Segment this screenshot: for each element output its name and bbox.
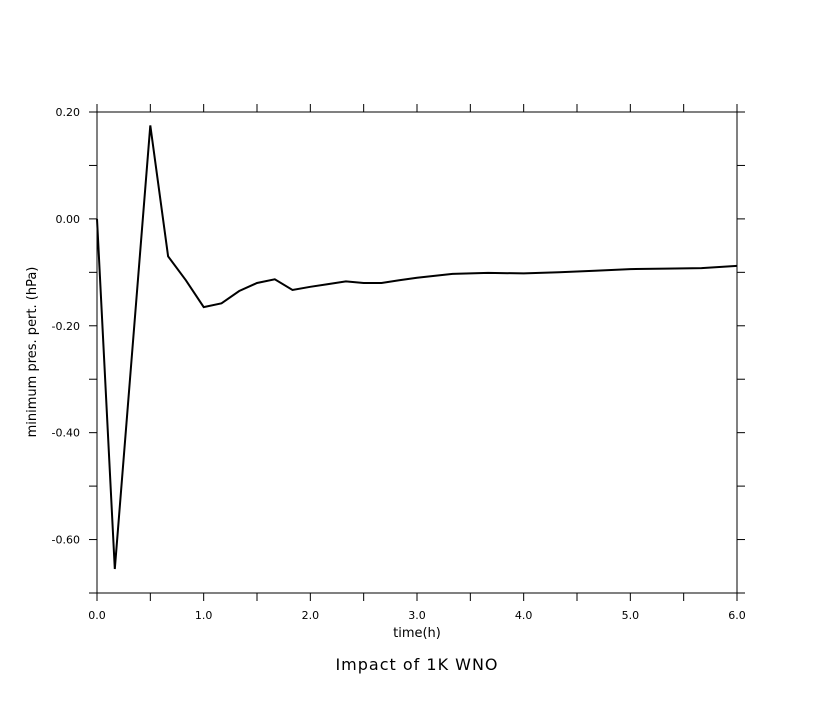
- x-tick-label: 5.0: [622, 609, 640, 622]
- y-tick-label: -0.60: [52, 534, 80, 547]
- plot-frame: [96, 111, 738, 594]
- x-tick-label: 1.0: [195, 609, 213, 622]
- x-tick-label: 0.0: [88, 609, 106, 622]
- tick-labels: 0.0 1.0 2.0 3.0 4.0 5.0 6.0 0.20 0.00 -0.20 -0.40 -…: [52, 106, 746, 622]
- x-tick-label: 3.0: [408, 609, 426, 622]
- x-tick-label: 6.0: [728, 609, 746, 622]
- y-tick-label: -0.20: [52, 320, 80, 333]
- y-tick-label: 0.00: [56, 213, 81, 226]
- x-tick-label: 2.0: [302, 609, 320, 622]
- y-axis-label: minimum pres. pert. (hPa): [25, 267, 40, 438]
- chart-title: Impact of 1K WNO: [335, 655, 498, 674]
- x-tick-label: 4.0: [515, 609, 533, 622]
- y-tick-label: -0.40: [52, 427, 80, 440]
- series-line: [96, 125, 738, 570]
- ticks: [89, 104, 745, 601]
- y-tick-label: 0.20: [56, 106, 81, 119]
- x-axis-label: time(h): [393, 626, 441, 641]
